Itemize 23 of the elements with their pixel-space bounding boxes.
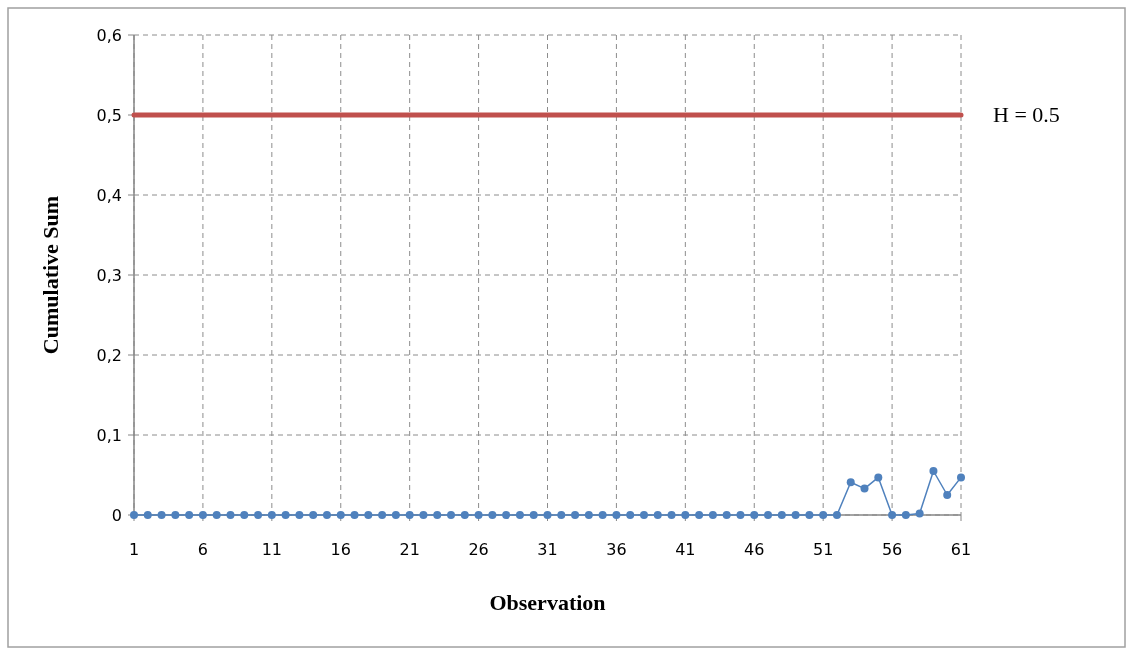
y-tick-label: 0,2 <box>96 346 122 365</box>
y-tick-label: 0,6 <box>96 26 122 45</box>
x-tick-label: 11 <box>261 540 283 559</box>
x-tick-label: 41 <box>675 540 696 559</box>
x-tick-label: 51 <box>812 540 834 559</box>
x-tick-label: 6 <box>197 540 209 559</box>
x-tick-label: 21 <box>399 540 420 559</box>
x-axis-title: Observation <box>489 590 606 615</box>
x-tick-label: 56 <box>881 540 903 559</box>
x-tick-label: 36 <box>606 540 627 559</box>
x-tick-label: 26 <box>468 540 489 559</box>
series-label: H = 0.5 <box>993 102 1060 127</box>
y-tick-label: 0 <box>111 506 122 525</box>
x-tick-label: 61 <box>950 540 972 559</box>
y-tick-label: 0,3 <box>96 266 122 285</box>
x-tick-label: 46 <box>744 540 765 559</box>
y-tick-label: 0,1 <box>96 426 122 445</box>
y-axis-title: Cumulative Sum <box>38 195 63 355</box>
x-tick-label: 1 <box>128 540 140 559</box>
y-tick-label: 0,4 <box>96 186 122 205</box>
x-tick-label: 16 <box>330 540 351 559</box>
x-tick-label: 31 <box>537 540 558 559</box>
y-tick-label: 0,5 <box>96 106 122 125</box>
